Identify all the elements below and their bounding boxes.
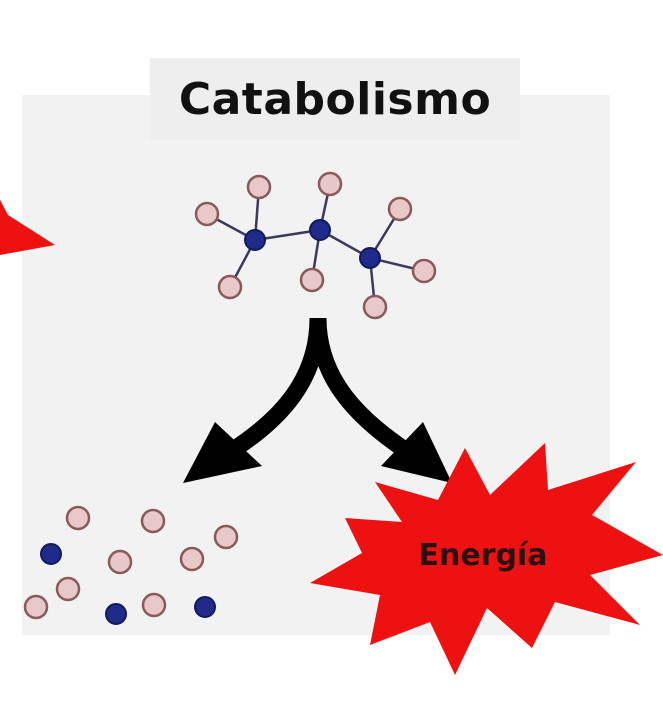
molecule [194, 171, 437, 320]
light-atom [141, 592, 167, 618]
hydrogen-atom [299, 267, 325, 293]
light-atom [23, 594, 49, 620]
light-atom [179, 546, 205, 572]
hydrogen-atom [194, 201, 220, 227]
hydrogen-atom [217, 274, 243, 300]
hydrogen-atom [317, 171, 343, 197]
light-atom [213, 524, 239, 550]
arrow-to-energy [309, 317, 413, 460]
partial-energy-burst-left [0, 200, 55, 255]
dark-atom [40, 543, 62, 565]
light-atom [55, 576, 81, 602]
dark-atom [105, 603, 127, 625]
hydrogen-atom [246, 174, 272, 200]
energy-burst-shape [310, 443, 663, 675]
arrow-to-products [225, 317, 327, 460]
hydrogen-atom [362, 294, 388, 320]
hydrogen-atom [387, 196, 413, 222]
light-atom [107, 549, 133, 575]
carbon-atom [359, 247, 381, 269]
title-box: Catabolismo [150, 58, 520, 140]
carbon-atom [244, 229, 266, 251]
hydrogen-atom [411, 258, 437, 284]
energy-label: Energía [419, 538, 548, 573]
arrowhead-right-icon [381, 422, 452, 483]
dark-atom [194, 596, 216, 618]
page-title: Catabolismo [178, 73, 492, 125]
arrowhead-left-icon [183, 422, 262, 483]
energy-burst: Energía [310, 443, 663, 675]
light-atom [65, 505, 91, 531]
carbon-atom [309, 219, 331, 241]
products [23, 505, 239, 625]
split-arrows [183, 317, 452, 483]
light-atom [140, 508, 166, 534]
